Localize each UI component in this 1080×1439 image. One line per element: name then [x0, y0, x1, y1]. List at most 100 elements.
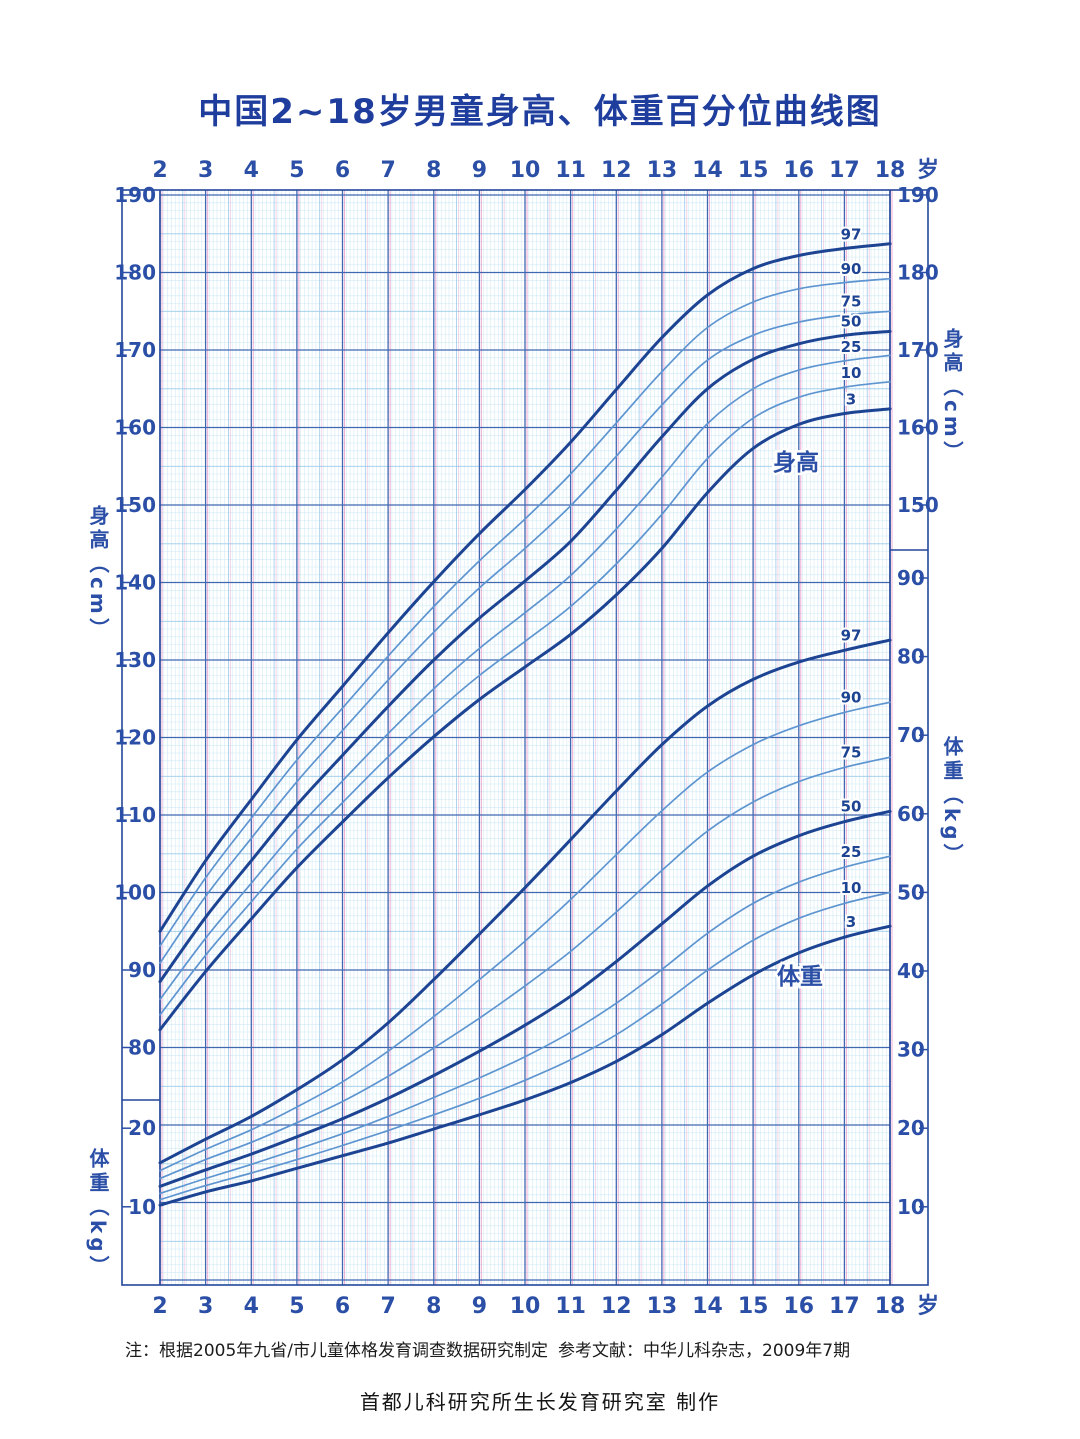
height-percentile-label: 50	[841, 313, 862, 331]
height-percentile-label: 3	[846, 391, 856, 409]
weight-percentile-label: 50	[841, 798, 862, 816]
axis-tick-label: 180	[897, 261, 939, 285]
axis-tick-label: 50	[897, 880, 925, 904]
axis-tick-label: 13	[647, 158, 678, 183]
axis-tick-label: 150	[114, 493, 156, 517]
axis-tick-label: 80	[128, 1036, 156, 1060]
axis-tick-label: 16	[783, 158, 814, 183]
weight-curve-p90	[159, 701, 891, 1172]
axis-tick-label: 12	[601, 1294, 632, 1319]
axis-tick-label: 14	[692, 158, 723, 183]
weight-percentile-label: 10	[841, 879, 862, 897]
axis-tick-label: 11	[555, 1294, 586, 1319]
right-weight-axis-title: 体重（kg）	[940, 736, 964, 868]
axis-tick-label: 14	[692, 1294, 723, 1319]
axis-tick-label: 16	[783, 1294, 814, 1319]
axis-tick-label: 4	[244, 1294, 259, 1319]
axis-tick-label: 90	[128, 958, 156, 982]
axis-tick-label: 岁	[917, 157, 939, 183]
axis-tick-label: 10	[510, 158, 541, 183]
axis-tick-label: 7	[380, 1294, 395, 1319]
axis-tick-label: 130	[114, 648, 156, 672]
axis-tick-label: 7	[380, 158, 395, 183]
axis-tick-label: 140	[114, 571, 156, 595]
weight-series-label: 体重	[777, 964, 823, 990]
axis-labels: 190 180 170 160 150 140 130 120 110 100 90 80 20 10 19…	[114, 157, 939, 1319]
axis-tick-label: 8	[426, 1294, 441, 1319]
axis-tick-label: 13	[647, 1294, 678, 1319]
axis-tick-label: 70	[897, 723, 925, 747]
axis-tick-label: 190	[114, 183, 156, 207]
axis-tick-label: 10	[128, 1195, 156, 1219]
axis-tick-label: 3	[198, 1294, 213, 1319]
axis-tick-label: 18	[875, 158, 906, 183]
axis-tick-label: 120	[114, 726, 156, 750]
axis-tick-label: 5	[289, 158, 304, 183]
height-percentile-label: 10	[841, 364, 862, 382]
axis-tick-label: 2	[152, 158, 167, 183]
axis-tick-label: 15	[738, 1294, 769, 1319]
axis-tick-label: 10	[510, 1294, 541, 1319]
weight-curve-p25	[159, 855, 891, 1195]
axis-tick-label: 6	[335, 158, 350, 183]
credit-line: 首都儿科研究所生长发育研究室 制作	[359, 1390, 721, 1414]
axis-tick-label: 30	[897, 1038, 925, 1062]
axis-tick-label: 150	[897, 493, 939, 517]
axis-tick-label: 190	[897, 183, 939, 207]
axis-tick-label: 8	[426, 158, 441, 183]
weight-curve-p10	[159, 891, 891, 1201]
weight-curve-p75	[159, 756, 891, 1180]
axis-tick-label: 9	[472, 1294, 487, 1319]
height-percentile-label: 90	[841, 260, 862, 278]
axis-tick-label: 110	[114, 803, 156, 827]
axis-tick-label: 80	[897, 645, 925, 669]
axis-tick-label: 9	[472, 158, 487, 183]
weight-percentile-label: 75	[841, 743, 862, 761]
height-percentile-label: 75	[841, 292, 862, 310]
height-series-label: 身高	[773, 449, 819, 476]
axis-tick-label: 17	[829, 158, 860, 183]
left-height-axis-title: 身高（cm）	[86, 505, 110, 642]
weight-percentile-label: 25	[841, 843, 862, 861]
weight-percentile-label: 97	[841, 626, 862, 644]
height-curve-p90	[159, 277, 891, 947]
axis-tick-label: 100	[114, 881, 156, 905]
axis-tick-label: 17	[829, 1294, 860, 1319]
footnote-reference: 参考文献：中华儿科杂志，2009年7期	[558, 1341, 851, 1361]
axis-tick-label: 12	[601, 158, 632, 183]
axis-tick-label: 160	[897, 416, 939, 440]
weight-percentile-label: 3	[846, 913, 856, 931]
height-curve-p25	[159, 354, 891, 1001]
axis-tick-label: 90	[897, 566, 925, 590]
axis-tick-label: 170	[897, 338, 939, 362]
height-curve-p10	[159, 380, 891, 1016]
axis-tick-label: 6	[335, 1294, 350, 1319]
left-weight-axis-title: 体重（kg）	[86, 1148, 110, 1280]
axis-tick-label: 3	[198, 158, 213, 183]
right-height-axis-title: 身高（cm）	[940, 328, 964, 465]
axis-tick-label: 4	[244, 158, 259, 183]
height-curve-p50	[158, 329, 892, 984]
footnote-source: 注：根据2005年九省/市儿童体格发育调查数据研究制定	[125, 1341, 548, 1361]
axis-tick-label: 5	[289, 1294, 304, 1319]
axis-tick-label: 160	[114, 416, 156, 440]
weight-curve-p97	[158, 638, 892, 1165]
axis-tick-label: 18	[875, 1294, 906, 1319]
axis-tick-label: 180	[114, 261, 156, 285]
axis-tick-label: 10	[897, 1195, 925, 1219]
height-percentile-label: 97	[841, 226, 862, 244]
height-curve-p3	[158, 407, 892, 1032]
axis-tick-label: 15	[738, 158, 769, 183]
axis-tick-label: 20	[897, 1116, 925, 1140]
weight-curve-p3	[158, 924, 892, 1207]
height-curve-p75	[159, 310, 891, 964]
chart-title: 中国2~18岁男童身高、体重百分位曲线图	[198, 92, 882, 132]
height-curve-p97	[158, 242, 892, 933]
weight-curve-p50	[158, 809, 892, 1188]
weight-percentile-label: 90	[841, 688, 862, 706]
axis-tick-label: 40	[897, 959, 925, 983]
axis-tick-label: 20	[128, 1116, 156, 1140]
